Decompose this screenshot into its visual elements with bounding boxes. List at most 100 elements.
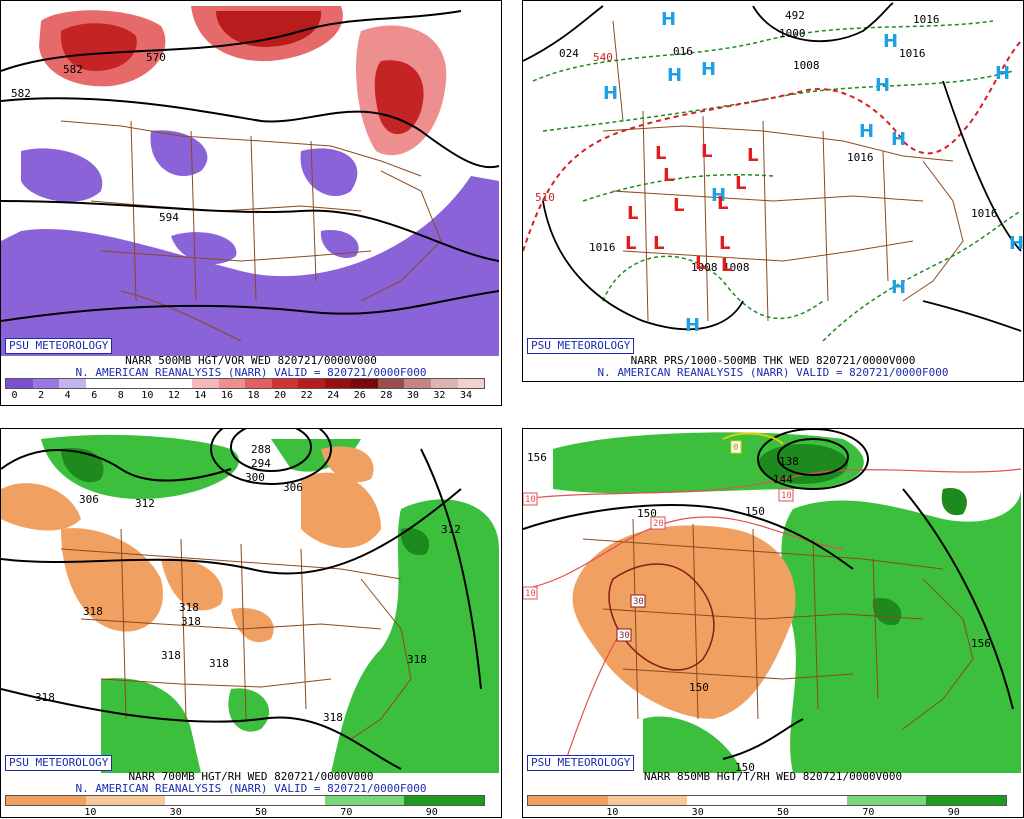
color-scale-tick: 50 [255,807,268,818]
color-scale-tick: 10 [606,807,619,818]
temperature-label: 20 [653,519,664,529]
panel-title: NARR PRS/1000-500MB THK WED 820721/0000V… [630,354,916,367]
contour-label: 318 [179,601,199,614]
contour-label: 318 [181,615,201,628]
color-scale-swatch [926,796,1007,805]
color-scale-swatch [85,796,166,805]
contour-label: 144 [773,473,793,486]
pressure-isobars [523,2,1022,332]
brand-tag: PSU METEOROLOGY [527,338,635,354]
color-scale-swatch [846,796,927,805]
low-pressure-marker: L [625,233,636,254]
temperature-label: 10 [781,491,792,501]
contour-label: 1016 [899,47,926,60]
color-scale-swatch [351,379,378,388]
color-scale-swatch [245,796,325,805]
color-scale-swatch [191,379,219,388]
color-scale-swatch [218,379,246,388]
contour-label: 1016 [847,151,874,164]
contour-label: 570 [146,51,166,64]
political-borders [602,20,964,322]
color-scale-ticks: 10 30 50 70 90 [527,807,1005,818]
rh-very-moist-areas [61,448,430,556]
contour-label: 1008 [723,261,750,274]
color-scale-bar [527,795,1007,806]
low-pressure-marker: L [719,233,730,254]
contour-label: 1000 [779,27,806,40]
low-pressure-marker: L [701,141,712,162]
color-scale-tick: 18 [247,390,260,401]
thickness-540-contour [523,40,1022,252]
contour-label: 318 [209,657,229,670]
rh-dry-areas [572,525,796,719]
color-scale-swatch [404,379,431,388]
contour-label: 318 [83,605,103,618]
temperature-label: 10 [525,495,536,505]
color-scale-swatch [138,379,166,388]
color-scale-tick: 70 [340,807,353,818]
contour-label: 294 [251,457,271,470]
temperature-labels: 10 10 20 10 30 30 0 [523,440,794,642]
map-700mb: 288 294 300 306 306 312 312 318 318 318 … [1,429,501,773]
contour-label: 492 [785,9,805,22]
high-pressure-marker: H [995,63,1010,84]
contour-label: 150 [745,505,765,518]
political-borders [582,518,974,730]
contour-label: 1016 [971,207,998,220]
high-pressure-marker: H [661,9,676,30]
color-scale-swatch [324,379,352,388]
contour-labels: 024 540 016 1000 1008 1016 1016 1016 100… [535,9,998,274]
brand-tag: PSU METEOROLOGY [527,755,635,771]
color-scale-tick: 10 [141,390,154,401]
low-pressure-marker: L [735,173,746,194]
low-pressure-marker: L [695,253,706,274]
color-scale-tick: 34 [459,390,473,401]
temperature-label: 30 [633,597,644,607]
temperature-isotherms [523,468,1022,770]
contour-label: 540 [593,51,613,64]
low-pressure-marker: L [663,165,674,186]
contour-label: 510 [535,191,555,204]
color-scale-swatch [6,796,86,805]
vorticity-min-areas [1,130,499,356]
high-pressure-marker: H [701,59,716,80]
high-pressure-marker: H [603,83,618,104]
panel-850mb-temp-rh: 156 138 144 150 150 150 150 156 10 10 20… [522,428,1024,818]
color-scale-swatch [271,379,299,388]
color-scale-swatch [457,379,485,388]
map-850mb: 156 138 144 150 150 150 150 156 10 10 20… [523,429,1023,773]
political-borders [60,120,442,342]
temperature-label: 30 [619,631,630,641]
color-scale-swatch [607,796,688,805]
contour-label: 594 [159,211,179,224]
color-scale-bar [5,378,485,389]
color-scale-tick: 90 [425,807,438,818]
color-scale-bar [5,795,485,806]
color-scale-ticks: 0 2 4 6 8 10 12 14 16 18 20 22 24 26 28 30 32 34 [5,390,483,402]
contour-labels: 156 138 144 150 150 150 150 156 [527,451,991,773]
color-scale-swatch [165,796,246,805]
low-pressure-marker: L [721,255,732,276]
high-pressure-marker: H [1009,233,1023,254]
height-contours [1,429,482,770]
panel-sea-level-pressure-thickness: 024 540 016 1000 1008 1016 1016 1016 100… [522,0,1024,382]
contour-label: 306 [283,481,303,494]
high-pressure-marker: H [883,31,898,52]
panel-title: NARR 500MB HGT/VOR WED 820721/0000V000 [125,354,377,367]
contour-label: 318 [323,711,343,724]
thickness-contours [532,20,1022,342]
color-scale-swatch [245,379,272,388]
panel-title: NARR 700MB HGT/RH WED 820721/0000V000 [128,770,374,783]
brand-tag: PSU METEOROLOGY [5,338,113,354]
color-scale-tick: 50 [777,807,790,818]
color-scale-swatch [85,379,113,388]
color-scale-swatch [377,379,405,388]
color-scale-tick: 10 [84,807,97,818]
contour-label: 306 [79,493,99,506]
color-scale-swatch [298,379,325,388]
high-pressure-marker: H [875,75,890,96]
temperature-label: 0 [733,443,738,453]
high-pressure-marker: H [667,65,682,86]
contour-label: 024 [559,47,579,60]
contour-label: 318 [407,653,427,666]
